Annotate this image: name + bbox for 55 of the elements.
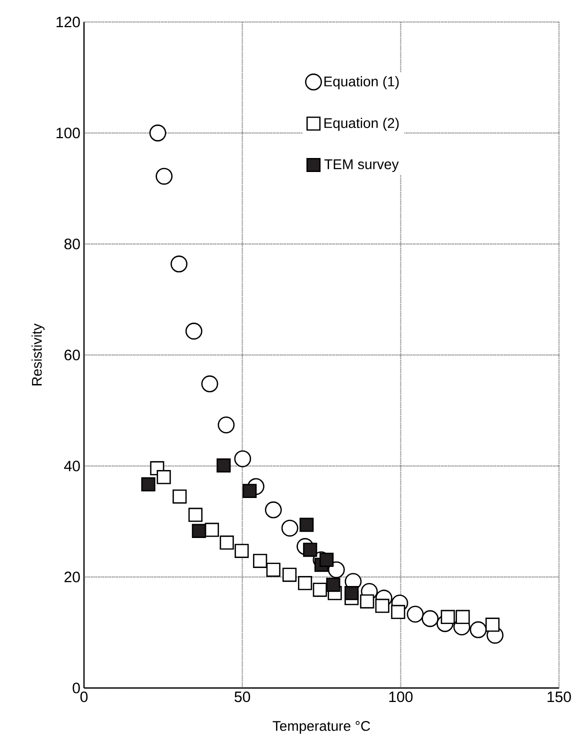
y-tick-label: 20 xyxy=(64,572,80,582)
point xyxy=(216,458,231,472)
point xyxy=(170,256,188,272)
point xyxy=(234,544,249,558)
x-tick-label: 50 xyxy=(234,692,250,702)
x-tick-label: 0 xyxy=(80,692,88,702)
point xyxy=(242,484,257,498)
point xyxy=(218,416,235,434)
point xyxy=(188,508,203,522)
legend-label: Equation (1) xyxy=(324,76,399,90)
point xyxy=(204,522,220,537)
point xyxy=(298,576,312,590)
point xyxy=(172,489,187,504)
legend-label: TEM survey xyxy=(324,159,399,172)
point xyxy=(470,621,487,638)
point xyxy=(486,618,500,632)
point xyxy=(328,561,345,578)
point xyxy=(220,536,234,550)
point xyxy=(234,450,252,468)
point xyxy=(149,124,166,142)
point xyxy=(303,542,318,557)
point xyxy=(456,610,470,624)
point xyxy=(326,578,340,592)
x-axis-title: Temperature °C xyxy=(272,721,370,734)
point xyxy=(156,470,171,484)
x-tick-label: 150 xyxy=(548,692,571,702)
point xyxy=(156,168,173,185)
y-tick-label: 80 xyxy=(64,238,80,250)
point xyxy=(344,586,359,600)
point xyxy=(281,520,298,537)
point xyxy=(253,554,268,568)
point xyxy=(422,610,439,628)
point xyxy=(391,604,406,620)
point xyxy=(186,322,202,340)
y-tick-label: 120 xyxy=(56,16,80,28)
point xyxy=(141,477,156,492)
y-tick-label: 60 xyxy=(64,350,80,360)
x-tick-label: 100 xyxy=(389,692,413,702)
legend-label: Equation (2) xyxy=(324,118,399,131)
point xyxy=(282,568,297,582)
point xyxy=(360,594,374,608)
y-tick-label: 100 xyxy=(56,128,80,138)
point xyxy=(375,598,390,613)
point xyxy=(440,610,455,624)
point xyxy=(300,518,314,532)
point xyxy=(201,375,218,392)
point xyxy=(320,552,334,567)
point xyxy=(264,501,282,518)
y-axis-title: Resistivity xyxy=(32,324,45,386)
point xyxy=(406,606,424,623)
point xyxy=(312,582,328,597)
y-tick-label: 40 xyxy=(64,460,80,472)
point xyxy=(192,524,206,538)
y-tick-label: 0 xyxy=(72,682,80,694)
point xyxy=(266,562,280,577)
